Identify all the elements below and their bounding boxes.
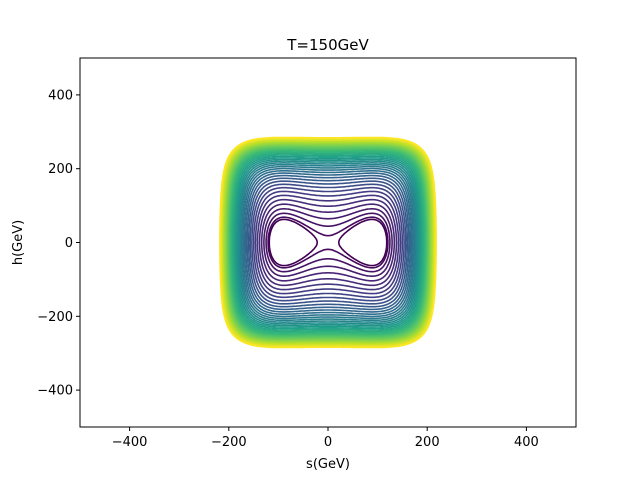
x-axis-label: s(GeV): [306, 457, 350, 472]
x-tick-label: 0: [324, 435, 332, 450]
y-tick-label: 0: [65, 236, 73, 251]
contour-level: [219, 136, 437, 349]
contour-level: [228, 147, 428, 338]
y-tick-label: 400: [48, 88, 73, 103]
contour-level: [260, 203, 396, 282]
contour-level: [237, 160, 419, 325]
contour-level: [265, 212, 391, 273]
plot-area: [80, 58, 576, 427]
x-tick-label: −400: [112, 435, 148, 450]
contour-level: [251, 183, 405, 302]
contour-level: [268, 218, 388, 267]
contour-level: [224, 143, 432, 342]
contour-level: [256, 194, 400, 291]
y-tick-label: 200: [48, 162, 73, 177]
contour-level: [234, 157, 422, 328]
contour-level: [236, 158, 420, 327]
contour-level: [242, 167, 414, 318]
contour-level: [267, 216, 389, 269]
contour-level: [230, 151, 426, 334]
contour-level: [263, 208, 393, 277]
chart-title: T=150GeV: [286, 36, 369, 54]
x-tick-label: 200: [415, 435, 440, 450]
contour-level: [228, 149, 428, 336]
contour-level: [252, 186, 404, 299]
x-tick-label: 400: [514, 435, 539, 450]
contour-level: [247, 177, 409, 308]
contour-level: [254, 190, 402, 295]
contour-level: [227, 146, 429, 339]
contour-level: [246, 174, 410, 311]
y-tick-label: −400: [37, 384, 73, 399]
contour-level: [244, 172, 412, 313]
y-axis: −400 −200 0 200 400: [37, 88, 80, 399]
contour-level: [226, 145, 430, 340]
contour-level: [233, 155, 423, 330]
contour-level: [249, 180, 407, 305]
contour-level: [240, 165, 416, 320]
y-axis-label: h(GeV): [11, 220, 26, 265]
x-axis: −400 −200 0 200 400: [112, 427, 539, 450]
contour-level: [231, 152, 425, 333]
contour-level: [225, 144, 431, 341]
contour-lines: [219, 136, 437, 349]
contour-level: [238, 162, 418, 323]
y-tick-label: −200: [37, 310, 73, 325]
contour-level: [239, 163, 417, 322]
contour-level: [243, 170, 413, 315]
x-tick-label: −200: [211, 435, 247, 450]
contour-level: [229, 150, 427, 335]
contour-level: [232, 154, 424, 331]
contour-level: [258, 198, 398, 287]
